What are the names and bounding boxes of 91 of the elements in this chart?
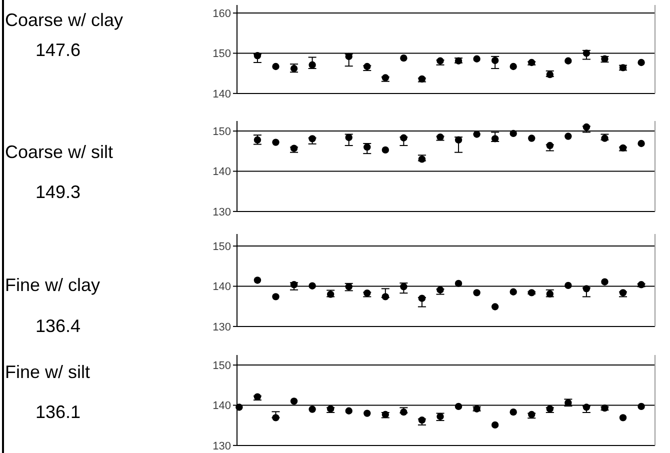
point (528, 289, 536, 296)
point (418, 294, 426, 302)
point (308, 135, 316, 142)
y-tick-label: 150 (212, 240, 231, 253)
point (254, 276, 262, 284)
point (290, 281, 298, 288)
point (272, 62, 280, 70)
point (436, 133, 444, 141)
text: Coarse w/ silt (5, 142, 114, 162)
point (528, 58, 536, 66)
point (400, 54, 408, 62)
point (473, 55, 480, 62)
point (638, 402, 645, 410)
point (601, 278, 608, 286)
point (272, 138, 280, 146)
point (364, 144, 371, 151)
point (601, 404, 608, 412)
point (454, 280, 462, 288)
point (364, 410, 371, 417)
point (491, 135, 499, 142)
point (236, 404, 243, 411)
point (364, 62, 371, 70)
point (638, 281, 645, 288)
y-tick-label: 140 (212, 281, 231, 294)
point (436, 57, 444, 64)
y-tick-label: 150 (212, 126, 231, 138)
point (491, 56, 499, 64)
y-tick-label: 150 (212, 360, 231, 372)
y-tick-label: 130 (212, 440, 231, 452)
point (382, 293, 390, 300)
point (582, 404, 590, 411)
point (290, 398, 298, 405)
point (510, 408, 517, 416)
point (510, 130, 517, 138)
point (400, 134, 408, 142)
point (564, 282, 572, 290)
point (290, 144, 298, 152)
point (564, 132, 572, 140)
point (510, 288, 517, 296)
point (491, 421, 499, 429)
point (638, 58, 645, 66)
point (619, 414, 627, 422)
point (619, 144, 627, 152)
text: 136.4 (35, 316, 81, 336)
point (546, 405, 554, 412)
y-tick-label: 160 (212, 8, 231, 20)
y-tick-label: 140 (212, 166, 231, 178)
point (473, 130, 480, 138)
text: Coarse w/ clay (5, 10, 124, 30)
point (510, 62, 517, 70)
point (345, 407, 352, 414)
text: Fine w/ clay (5, 275, 100, 295)
text: Fine w/ silt (5, 362, 90, 382)
point (564, 57, 572, 64)
point (473, 289, 480, 296)
point (454, 136, 462, 144)
point (254, 52, 262, 60)
point (491, 303, 499, 310)
y-tick-label: 130 (212, 321, 231, 334)
point (436, 286, 444, 294)
point (272, 414, 280, 422)
point (382, 74, 390, 82)
text: 136.1 (35, 402, 81, 422)
point (619, 289, 627, 296)
point (528, 134, 536, 142)
y-tick-label: 140 (212, 88, 231, 100)
text: 147.6 (35, 40, 81, 60)
point (364, 289, 371, 297)
point (546, 142, 554, 150)
y-tick-label: 150 (212, 48, 231, 60)
point (345, 52, 352, 60)
point (400, 283, 408, 290)
point (582, 50, 590, 57)
point (582, 123, 590, 131)
point (638, 140, 645, 148)
point (254, 393, 262, 400)
point (382, 146, 390, 154)
point (326, 405, 334, 412)
point (454, 402, 462, 410)
point (528, 410, 536, 418)
point (400, 408, 408, 416)
point (272, 293, 280, 300)
point (582, 285, 590, 292)
point (418, 75, 426, 83)
point (308, 61, 316, 68)
y-tick-label: 130 (212, 206, 231, 218)
text: 149.3 (35, 182, 81, 202)
point (345, 134, 352, 142)
y-tick-label: 140 (212, 400, 231, 412)
point (308, 282, 316, 290)
point (308, 406, 316, 413)
